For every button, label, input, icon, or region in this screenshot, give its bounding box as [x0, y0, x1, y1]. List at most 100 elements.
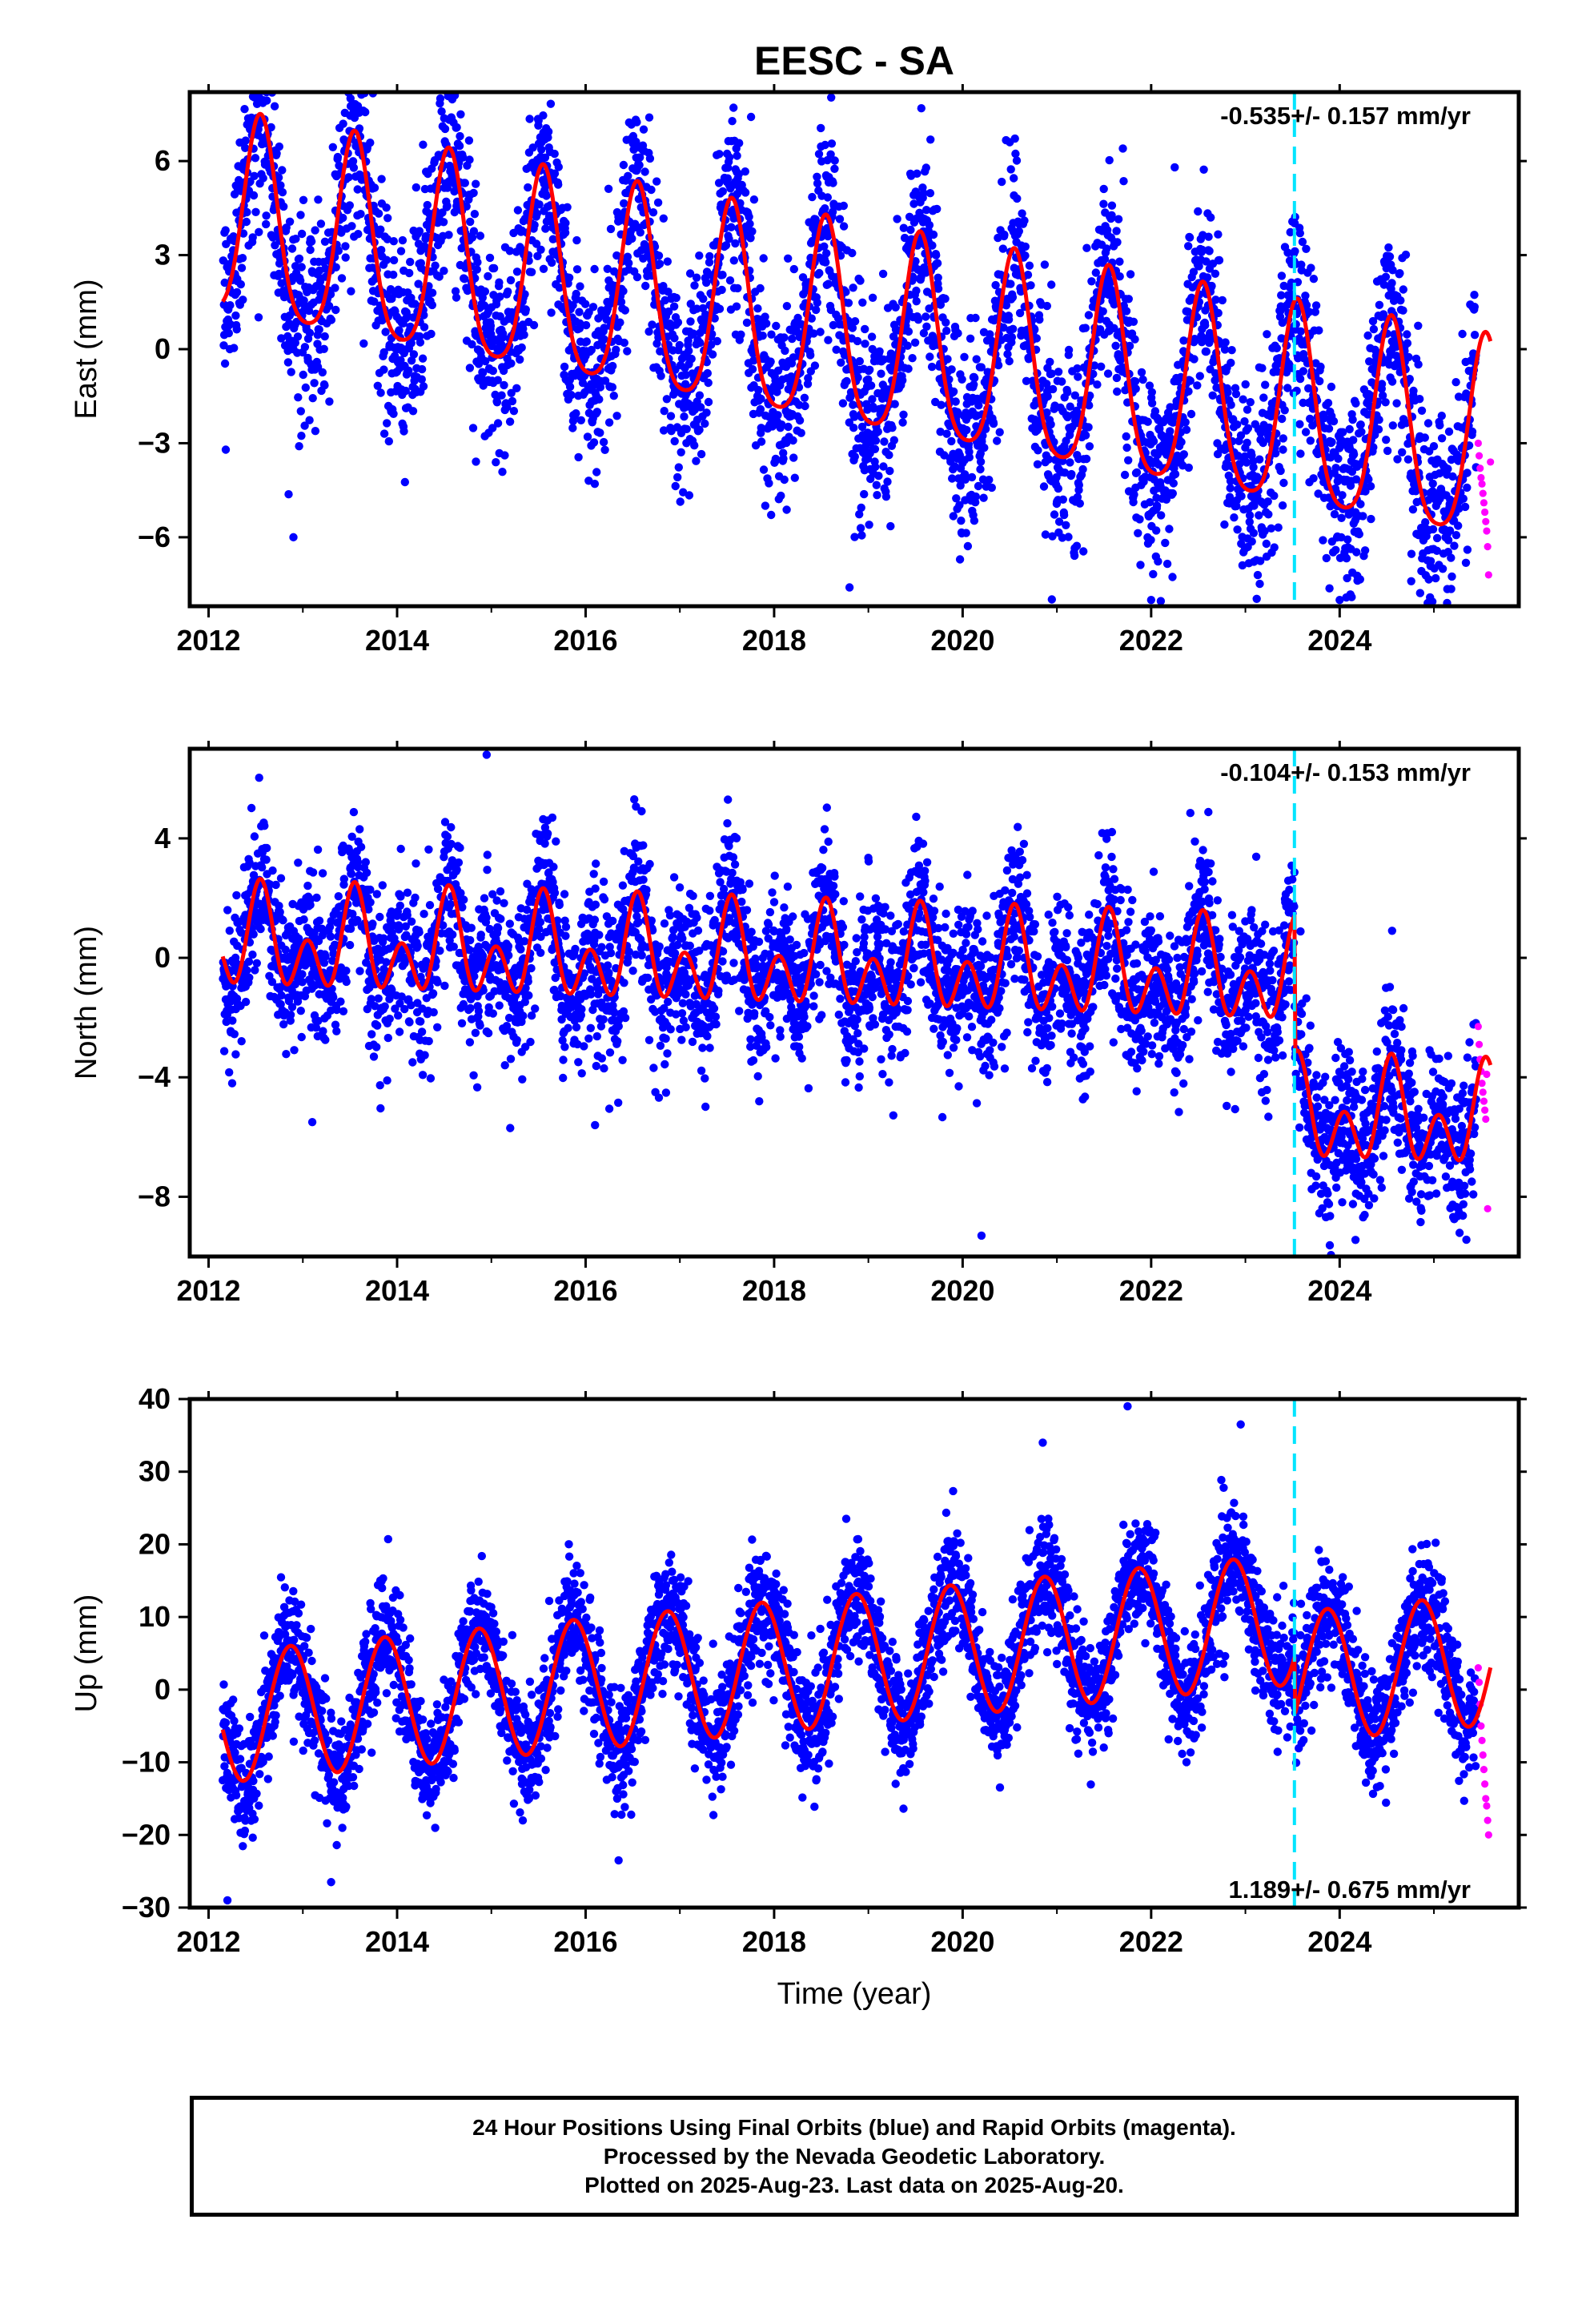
data-point — [1407, 549, 1416, 558]
data-point — [1305, 308, 1314, 316]
data-point — [1042, 408, 1051, 417]
data-point — [856, 276, 865, 285]
data-point — [251, 154, 260, 163]
data-point — [546, 99, 556, 108]
data-point — [903, 341, 912, 350]
data-point — [1331, 464, 1340, 472]
data-point — [472, 457, 480, 466]
data-point — [223, 906, 232, 915]
data-point — [1227, 358, 1235, 368]
data-point — [360, 68, 368, 76]
x-tick-label: 2016 — [553, 624, 617, 657]
data-point — [337, 274, 347, 283]
x-tick-label: 2018 — [742, 624, 806, 657]
data-point — [1261, 380, 1270, 389]
data-point — [356, 842, 366, 851]
data-point — [1449, 612, 1457, 620]
data-point — [220, 359, 230, 368]
data-point — [291, 235, 300, 243]
data-point — [312, 893, 321, 903]
data-point — [793, 313, 802, 323]
data-point — [620, 199, 628, 208]
data-point — [1205, 247, 1214, 255]
data-point — [270, 102, 279, 111]
data-point — [385, 1015, 394, 1023]
data-point — [516, 355, 524, 364]
data-point — [355, 71, 363, 79]
data-point — [535, 81, 543, 89]
data-point — [999, 323, 1008, 332]
data-point — [232, 287, 242, 297]
data-point — [305, 328, 315, 337]
data-point — [868, 395, 877, 404]
data-point — [248, 950, 257, 959]
data-point — [727, 223, 736, 231]
data-point — [1099, 199, 1108, 208]
data-point — [1420, 433, 1430, 442]
data-point — [857, 503, 865, 513]
data-point — [974, 401, 983, 410]
data-point — [576, 282, 584, 291]
data-point — [967, 472, 977, 482]
data-point — [262, 219, 271, 229]
data-point — [639, 125, 648, 134]
data-point — [291, 979, 299, 989]
data-point — [1383, 446, 1392, 456]
data-point — [244, 957, 254, 967]
data-point — [899, 223, 909, 232]
data-point — [1131, 384, 1140, 393]
data-point — [1193, 381, 1202, 390]
data-point — [741, 167, 749, 176]
data-point — [1344, 510, 1354, 519]
data-point — [734, 170, 744, 179]
data-point — [798, 273, 808, 282]
data-point — [1058, 533, 1067, 542]
data-point — [733, 151, 741, 160]
data-point — [600, 324, 608, 332]
data-point — [1208, 391, 1217, 400]
data-point — [1439, 637, 1447, 645]
data-point — [695, 251, 704, 260]
data-point — [1316, 362, 1325, 372]
data-point — [1334, 454, 1343, 463]
data-point — [636, 228, 644, 237]
data-point — [663, 257, 672, 266]
data-point — [1349, 436, 1358, 444]
data-point — [1199, 165, 1208, 174]
data-point — [1221, 338, 1230, 347]
data-point — [932, 251, 941, 259]
data-point — [1201, 321, 1210, 330]
data-point — [1381, 272, 1391, 281]
data-point — [674, 463, 683, 472]
data-point — [672, 293, 681, 303]
data-point — [1240, 417, 1249, 426]
data-point — [420, 323, 429, 332]
data-point — [249, 191, 259, 200]
data-point — [349, 807, 359, 817]
data-point — [1255, 579, 1264, 589]
data-point — [890, 400, 899, 408]
data-point — [1314, 489, 1323, 498]
data-point — [1021, 251, 1030, 260]
rapid-data-point — [1475, 452, 1484, 460]
data-point — [1277, 291, 1286, 300]
data-point — [1270, 491, 1279, 501]
data-point — [679, 488, 688, 497]
data-point — [899, 410, 908, 419]
data-point — [685, 346, 693, 356]
data-point — [850, 412, 859, 421]
data-point — [1168, 418, 1178, 427]
data-point — [339, 119, 347, 128]
data-point — [804, 374, 813, 383]
data-point — [664, 287, 673, 296]
data-point — [1435, 494, 1444, 503]
data-point — [473, 258, 482, 267]
data-point — [550, 149, 559, 159]
data-point — [299, 370, 307, 380]
data-point — [1226, 476, 1235, 485]
data-point — [731, 239, 740, 248]
data-point — [1424, 575, 1433, 584]
data-point — [953, 408, 962, 416]
data-point — [1122, 307, 1131, 316]
data-point — [782, 302, 792, 311]
